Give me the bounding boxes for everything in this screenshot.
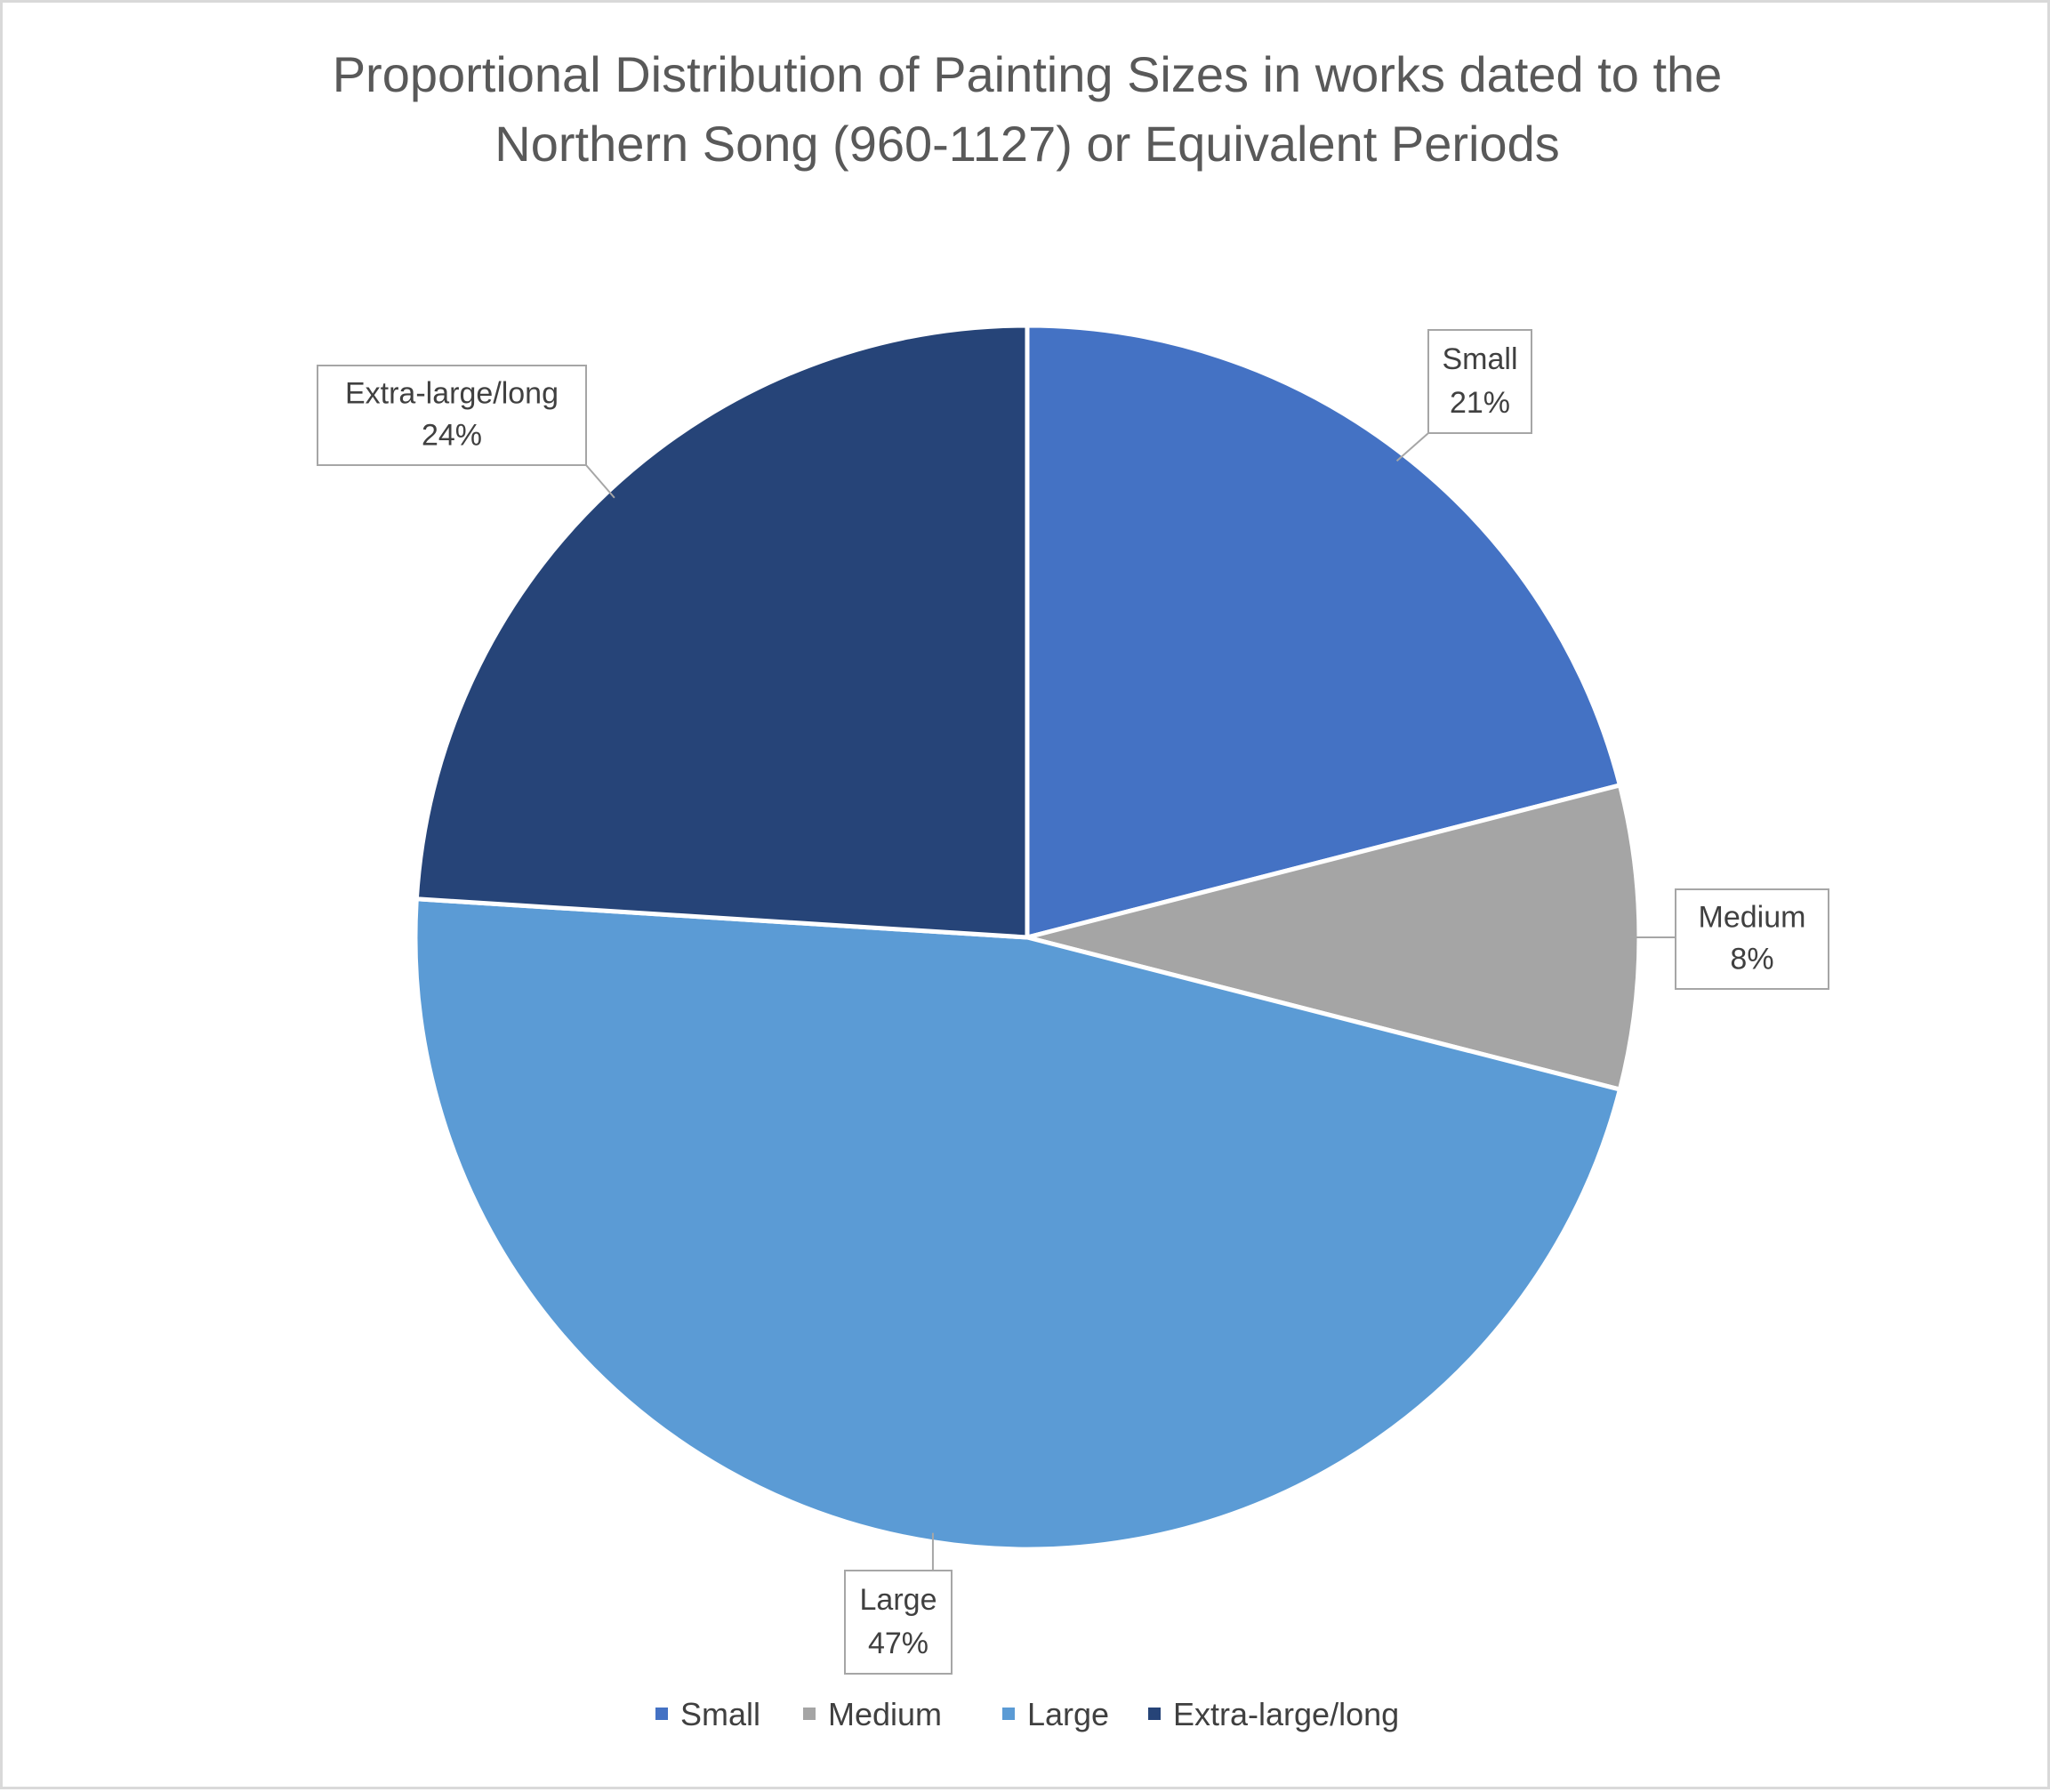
legend-swatch-medium xyxy=(803,1708,816,1720)
callout-category-extra-large-long: Extra-large/long xyxy=(345,377,559,411)
chart-legend: Small Medium Large Extra-large/long xyxy=(655,1696,1399,1732)
callout-leader-extra-large-long xyxy=(585,464,615,499)
callout-box-extra-large-long xyxy=(317,365,587,466)
callout-small: Small 21% xyxy=(1395,329,1532,462)
legend-label-extra-large-long: Extra-large/long xyxy=(1173,1696,1399,1732)
callout-leader-small xyxy=(1395,432,1429,462)
legend-swatch-extra-large-long xyxy=(1148,1708,1161,1720)
callout-extra-large-long: Extra-large/long 24% xyxy=(317,365,615,499)
legend-swatch-small xyxy=(655,1708,668,1720)
callout-value-small: 21% xyxy=(1450,386,1510,420)
callout-category-large: Large xyxy=(860,1583,937,1617)
callout-box-large xyxy=(844,1570,953,1675)
legend-label-small: Small xyxy=(680,1696,760,1732)
legend-label-medium: Medium xyxy=(828,1696,942,1732)
callout-medium: Medium 8% xyxy=(1630,888,1829,990)
callout-category-medium: Medium xyxy=(1699,901,1806,935)
legend-label-large: Large xyxy=(1027,1696,1109,1732)
callout-category-small: Small xyxy=(1442,342,1517,376)
callout-large: Large 47% xyxy=(844,1532,953,1675)
callout-value-medium: 8% xyxy=(1730,943,1773,976)
data-callouts: Small 21% Medium 8% Large 47% Extra-large/long… xyxy=(317,329,1829,1675)
legend-swatch-large xyxy=(1002,1708,1015,1720)
chart-title-line-1: Proportional Distribution of Painting Si… xyxy=(333,46,1723,102)
callout-box-medium xyxy=(1675,888,1829,990)
callout-value-extra-large-long: 24% xyxy=(422,419,482,453)
pie-chart: Proportional Distribution of Painting Si… xyxy=(317,46,1829,1732)
callout-value-large: 47% xyxy=(868,1627,929,1660)
callout-box-small xyxy=(1427,329,1532,434)
pie-slices xyxy=(413,323,1642,1552)
chart-title-line-2: Northern Song (960-1127) or Equivalent P… xyxy=(494,116,1559,172)
pie-slice-small xyxy=(1025,323,1622,940)
pie-slice-large xyxy=(413,896,1622,1552)
